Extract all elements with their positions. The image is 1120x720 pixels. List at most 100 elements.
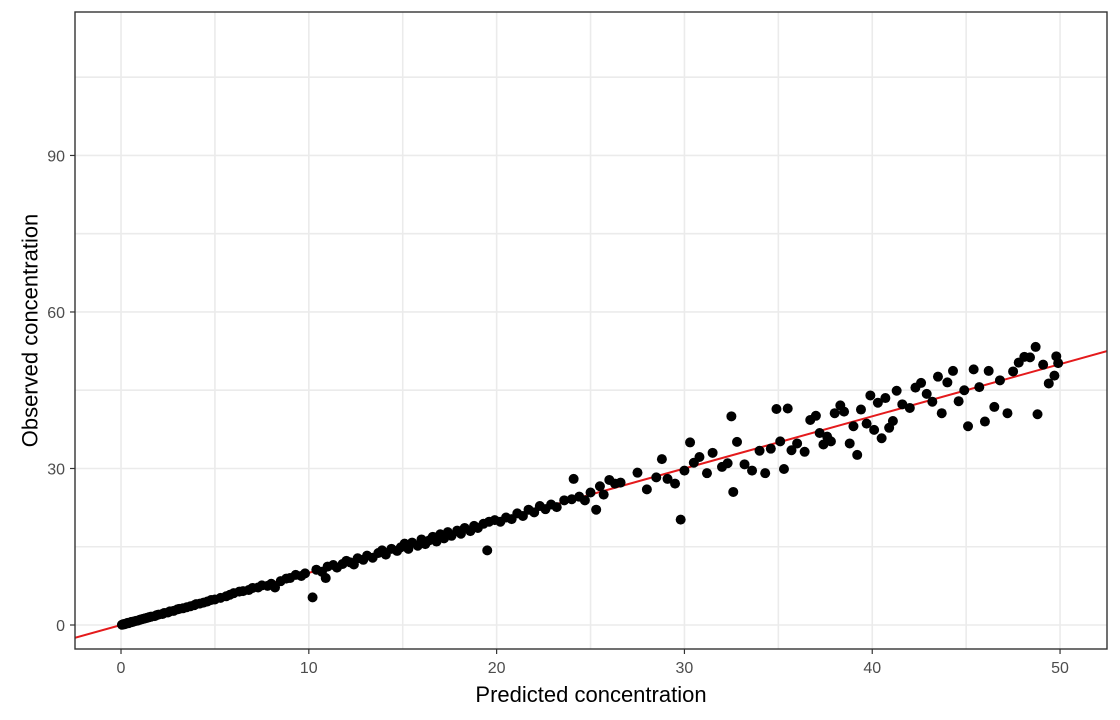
data-points (116, 341, 1064, 630)
data-point (551, 502, 562, 513)
x-tick-label: 10 (300, 660, 318, 677)
data-point (615, 477, 626, 488)
data-point (632, 467, 643, 478)
panel-border (74, 11, 1108, 650)
data-point (792, 438, 803, 449)
data-point (707, 447, 718, 458)
data-point (880, 393, 891, 404)
data-point (585, 487, 596, 498)
data-point (989, 401, 1000, 412)
data-point (974, 382, 985, 393)
data-point (771, 404, 782, 415)
x-tick-label: 30 (676, 660, 694, 677)
data-point (786, 445, 797, 456)
data-point (927, 396, 938, 407)
y-axis-title: Observed concentration (18, 214, 43, 448)
y-tick-label: 60 (47, 305, 65, 322)
data-point (953, 396, 964, 407)
data-point (1049, 370, 1060, 381)
data-point (1008, 366, 1019, 377)
data-point (739, 459, 750, 470)
x-tick-label: 20 (488, 660, 506, 677)
data-point (566, 494, 577, 505)
data-point (865, 390, 876, 401)
data-point (1053, 358, 1064, 369)
data-point (1024, 352, 1035, 363)
data-point (891, 385, 902, 396)
data-point (320, 573, 331, 584)
data-point (300, 568, 311, 579)
data-point (568, 473, 579, 484)
data-point (839, 406, 850, 417)
data-point (732, 436, 743, 447)
data-point (942, 377, 953, 388)
data-point (679, 465, 690, 476)
data-point (694, 452, 705, 463)
data-point (1043, 378, 1054, 389)
data-point (959, 385, 970, 396)
data-point (799, 446, 810, 457)
data-point (825, 436, 836, 447)
data-point (1002, 408, 1013, 419)
data-point (855, 404, 866, 415)
y-tick-label: 0 (56, 618, 65, 635)
data-point (754, 445, 765, 456)
x-tick-label: 50 (1051, 660, 1069, 677)
data-point (994, 375, 1005, 386)
y-tick-label: 90 (47, 148, 65, 165)
data-point (872, 397, 883, 408)
data-point (775, 436, 786, 447)
x-axis-title: Predicted concentration (475, 682, 706, 707)
grid-lines (75, 12, 1107, 649)
data-point (482, 545, 493, 556)
data-point (887, 416, 898, 427)
data-point (651, 472, 662, 483)
data-point (670, 478, 681, 489)
data-point (904, 402, 915, 413)
data-point (848, 421, 859, 432)
data-point (641, 484, 652, 495)
data-point (869, 424, 880, 435)
y-tick-label: 30 (47, 461, 65, 478)
data-point (307, 592, 318, 603)
data-point (778, 464, 789, 475)
data-point (844, 438, 855, 449)
data-point (936, 408, 947, 419)
data-point (829, 408, 840, 419)
x-tick-label: 0 (117, 660, 126, 677)
data-point (916, 377, 927, 388)
data-point (685, 437, 696, 448)
data-point (675, 514, 686, 525)
data-point (726, 411, 737, 422)
data-point (932, 371, 943, 382)
data-point (579, 495, 590, 506)
data-point (818, 439, 829, 450)
data-point (947, 365, 958, 376)
data-point (728, 486, 739, 497)
data-point (722, 458, 733, 469)
data-point (765, 443, 776, 454)
data-point (814, 428, 825, 439)
data-point (760, 468, 771, 479)
data-point (594, 481, 605, 492)
data-point (747, 465, 758, 476)
data-point (1038, 359, 1049, 370)
x-tick-label: 40 (863, 660, 881, 677)
data-point (591, 504, 602, 515)
data-point (983, 365, 994, 376)
data-point (921, 388, 932, 399)
data-point (861, 418, 872, 429)
data-point (1030, 341, 1041, 352)
data-point (968, 364, 979, 375)
data-point (1032, 409, 1043, 420)
data-point (810, 410, 821, 421)
data-point (559, 495, 570, 506)
data-point (598, 489, 609, 500)
data-point (656, 454, 667, 465)
data-point (701, 468, 712, 479)
data-point (662, 473, 673, 484)
data-point (979, 416, 990, 427)
data-point (897, 399, 908, 410)
data-point (782, 403, 793, 414)
